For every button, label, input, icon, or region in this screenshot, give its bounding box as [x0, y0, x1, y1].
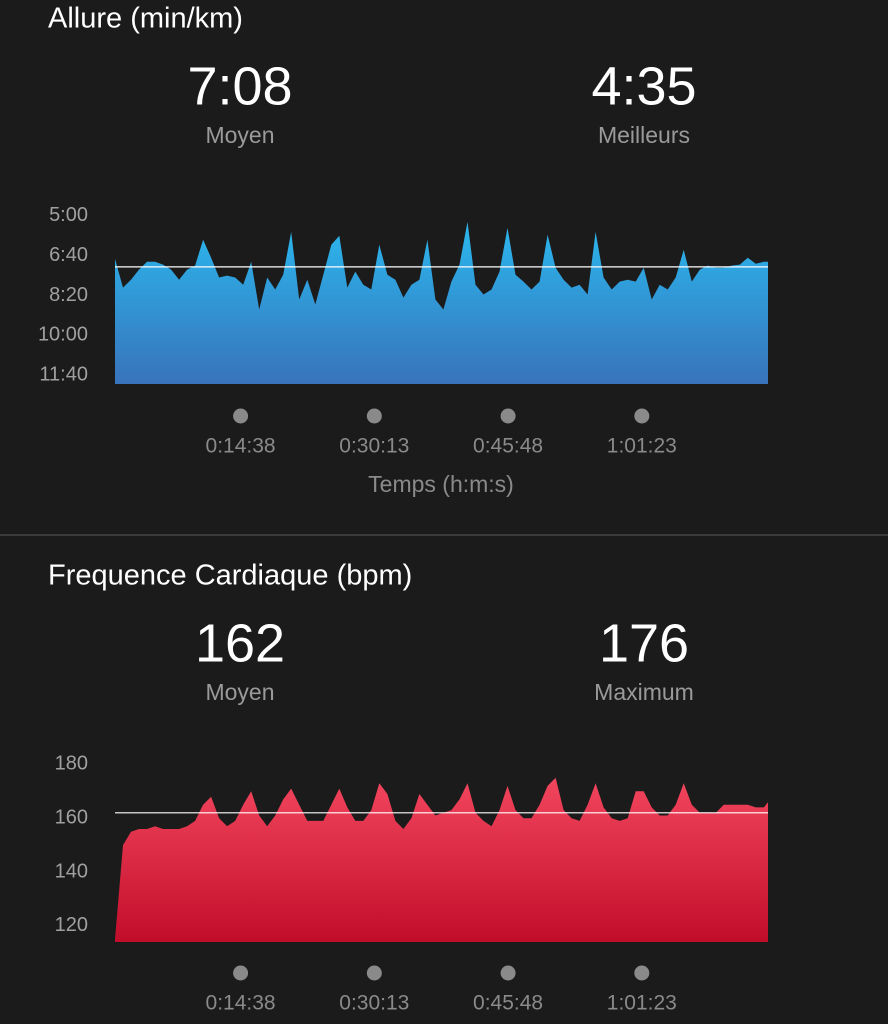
x-tick-dot — [366, 965, 382, 981]
y-tick-label: 11:40 — [39, 363, 88, 385]
x-tick-label: 1:01:23 — [607, 435, 677, 458]
stat-value: 162 — [195, 613, 285, 673]
y-tick-label: 10:00 — [38, 324, 88, 346]
area — [115, 777, 768, 942]
x-tick-label: 0:14:38 — [206, 435, 276, 458]
x-tick-label: 0:45:48 — [473, 435, 543, 458]
y-tick-label: 160 — [55, 806, 88, 828]
x-tick-dot — [233, 965, 249, 981]
x-tick-dot — [366, 408, 382, 424]
y-tick-label: 5:00 — [49, 204, 88, 226]
x-tick-dot — [500, 408, 516, 424]
stat-name: Moyen — [205, 122, 274, 148]
x-tick-dot — [233, 408, 249, 424]
chart-title: Frequence Cardiaque (bpm) — [48, 560, 412, 592]
chart-title: Allure (min/km) — [48, 3, 243, 35]
x-tick-label: 0:30:13 — [339, 435, 409, 458]
x-tick-dot — [634, 965, 650, 981]
x-tick-label: 1:01:23 — [607, 992, 677, 1015]
stat-value: 7:08 — [187, 56, 292, 116]
y-tick-label: 120 — [55, 914, 88, 936]
y-tick-label: 8:20 — [49, 284, 88, 306]
stat-value: 4:35 — [591, 56, 696, 116]
stat-name: Maximum — [594, 679, 694, 705]
x-axis-label: Temps (h:m:s) — [368, 471, 514, 497]
y-tick-label: 6:40 — [49, 244, 88, 266]
stat-value: 176 — [599, 613, 689, 673]
y-tick-label: 180 — [55, 753, 88, 775]
y-tick-label: 140 — [55, 860, 88, 882]
x-tick-dot — [634, 408, 650, 424]
x-tick-label: 0:14:38 — [206, 992, 276, 1015]
x-tick-label: 0:45:48 — [473, 992, 543, 1015]
stat-name: Moyen — [205, 679, 274, 705]
x-tick-dot — [500, 965, 516, 981]
x-tick-label: 0:30:13 — [339, 992, 409, 1015]
area — [115, 221, 768, 384]
stat-name: Meilleurs — [598, 122, 690, 148]
